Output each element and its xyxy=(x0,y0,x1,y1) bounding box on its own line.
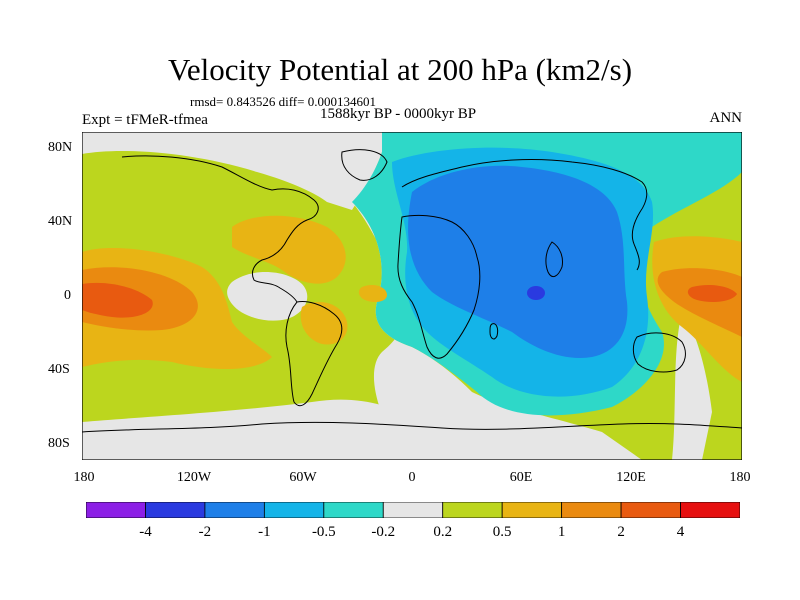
colorbar-swatch-8 xyxy=(561,502,622,518)
lat-label-80n: 80N xyxy=(48,140,73,155)
field-gold-americas xyxy=(232,215,346,284)
colorbar-swatch-3 xyxy=(263,502,325,518)
colorbar-swatch-0 xyxy=(86,502,146,518)
colorbar-swatch-4 xyxy=(323,502,384,518)
field-neutral-caribbean xyxy=(227,272,308,321)
plot-title: Velocity Potential at 200 hPa (km2/s) xyxy=(167,52,633,87)
lon-label-0: 0 xyxy=(408,470,416,485)
coast-greenland xyxy=(341,149,388,181)
colorbar-label-7: 1 xyxy=(557,524,566,540)
colorbar-label-1: -2 xyxy=(198,524,212,540)
field-neutral-south xyxy=(82,399,462,460)
lon-label-120w: 120W xyxy=(176,470,212,485)
rmsd-diff-stats: rmsd= 0.843526 diff= 0.000134601 xyxy=(190,94,376,109)
field-neutral-atlantic xyxy=(352,202,642,460)
season-label: ANN xyxy=(709,110,743,126)
coast-india xyxy=(545,241,563,278)
lon-label-60w: 60W xyxy=(289,470,317,485)
coast-antarctica xyxy=(82,421,742,433)
lon-label-120e: 120E xyxy=(616,470,646,485)
lon-label-180w: 180 xyxy=(73,470,95,485)
colorbar xyxy=(86,502,740,518)
field-neutral-sepacific xyxy=(672,312,712,460)
lat-label-40n: 40N xyxy=(48,214,73,229)
coast-eurasia xyxy=(401,159,648,271)
colorbar-swatch-1 xyxy=(145,502,206,518)
colorbar-swatch-2 xyxy=(204,502,265,518)
lat-label-80s: 80S xyxy=(48,436,70,451)
colorbar-label-3: -0.5 xyxy=(311,524,336,540)
colorbar-swatch-5 xyxy=(382,502,444,518)
colorbar-label-2: -1 xyxy=(258,524,271,540)
coast-australia xyxy=(632,332,686,373)
colorbar-swatch-10 xyxy=(680,502,740,518)
field-redorange-wpacific xyxy=(687,284,737,302)
velocity-potential-map xyxy=(82,132,742,460)
colorbar-label-8: 2 xyxy=(617,524,625,540)
coastlines xyxy=(82,149,742,433)
field-redorange-core xyxy=(82,282,153,318)
colorbar-swatch-7 xyxy=(501,502,563,518)
field-orange-wpacific xyxy=(657,268,742,337)
coast-africa xyxy=(397,214,481,359)
field-gold-samerica xyxy=(300,302,348,345)
lat-label-40s: 40S xyxy=(48,362,70,377)
experiment-label: Expt = tFMeR-tfmea xyxy=(82,112,208,128)
colorbar-swatch-6 xyxy=(442,502,503,518)
coast-madagascar xyxy=(489,323,499,340)
coast-south-america xyxy=(285,301,343,407)
field-gold-atlantic xyxy=(358,284,387,303)
lat-label-0: 0 xyxy=(64,288,71,303)
lon-label-180e: 180 xyxy=(729,470,751,485)
lon-label-60e: 60E xyxy=(509,470,533,485)
colorbar-label-0: -4 xyxy=(139,524,152,540)
time-period-label: 1588kyr BP - 0000kyr BP xyxy=(320,106,477,122)
colorbar-label-4: -0.2 xyxy=(371,524,396,540)
coast-north-america xyxy=(121,155,319,303)
colorbar-label-5: 0.2 xyxy=(433,524,453,540)
colorbar-label-9: 4 xyxy=(676,524,685,540)
colorbar-label-6: 0.5 xyxy=(492,524,512,540)
colorbar-swatch-9 xyxy=(620,502,681,518)
field-neutral-nw xyxy=(82,132,382,210)
field-deepblue-core xyxy=(527,286,545,300)
field-blue xyxy=(408,165,628,358)
